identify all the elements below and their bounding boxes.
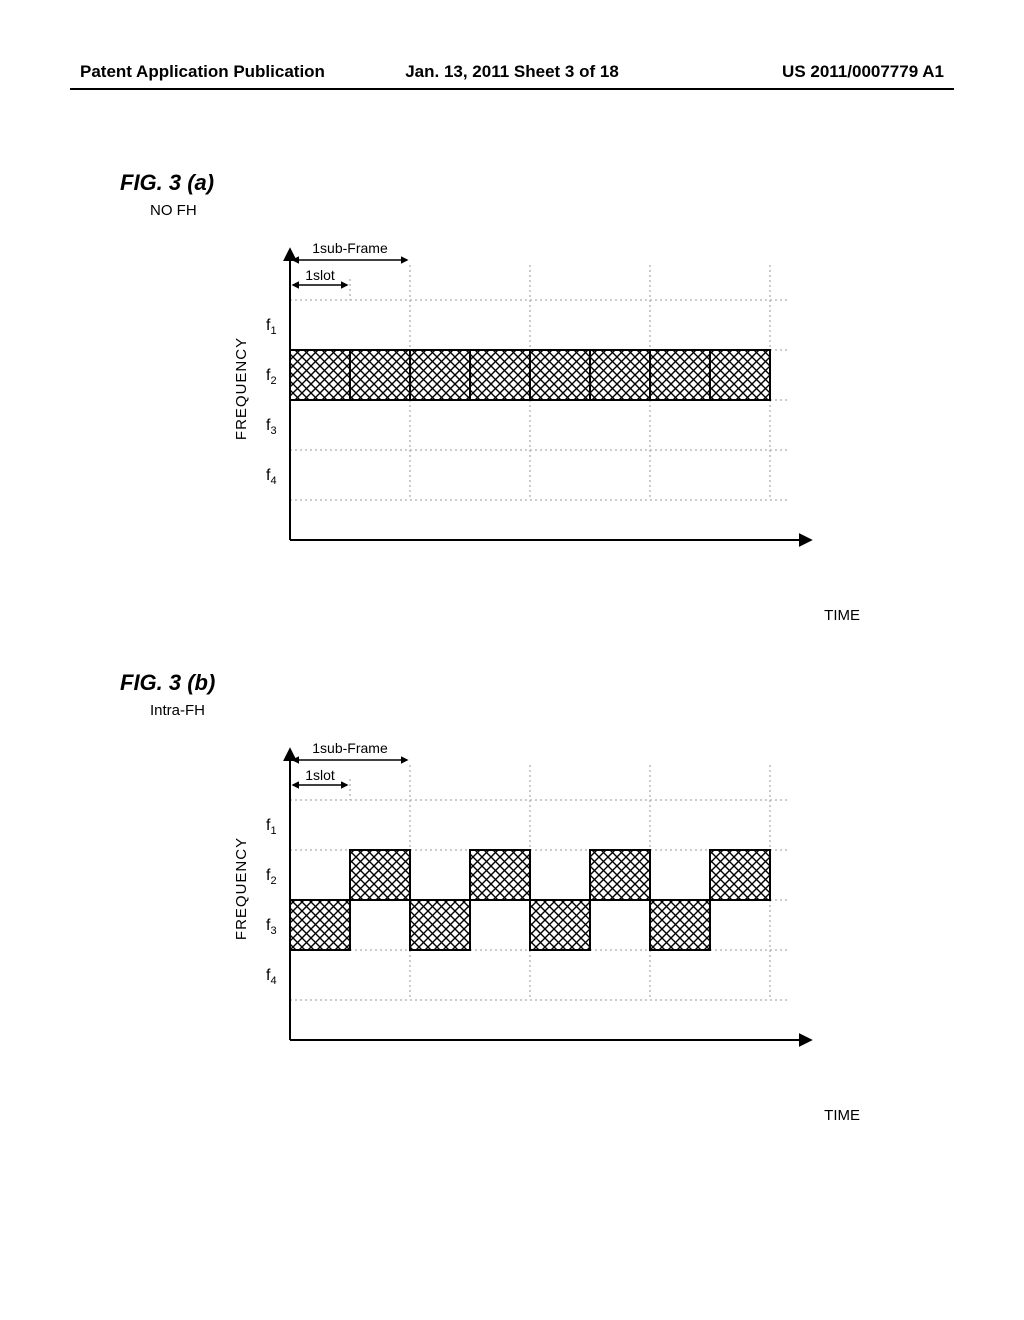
chart-3b: FREQUENCY TIME f1f2f3f41sub-Frame1slot bbox=[230, 740, 850, 1120]
svg-text:1slot: 1slot bbox=[305, 267, 335, 283]
svg-text:1sub-Frame: 1sub-Frame bbox=[312, 240, 388, 256]
svg-text:f3: f3 bbox=[266, 417, 277, 437]
figure-3a: FIG. 3 (a) NO FH FREQUENCY TIME f1f2f3f4… bbox=[130, 180, 870, 660]
figure-3b: FIG. 3 (b) Intra-FH FREQUENCY TIME f1f2f… bbox=[130, 680, 870, 1160]
chart-3b-svg: f1 f2 f3 f4 1sub-Frame 1slot bbox=[230, 740, 870, 1120]
svg-text:1slot: 1slot bbox=[305, 767, 335, 783]
svg-text:1sub-Frame: 1sub-Frame bbox=[312, 740, 388, 756]
svg-text:f3: f3 bbox=[266, 917, 277, 937]
figure-3a-subtitle: NO FH bbox=[150, 202, 197, 219]
header-center: Jan. 13, 2011 Sheet 3 of 18 bbox=[0, 62, 1024, 82]
chart-3a-svg: f1 f2 f3 f4 1sub-Frame 1slot bbox=[230, 240, 870, 620]
svg-text:f1: f1 bbox=[266, 317, 277, 337]
page-header: Patent Application Publication Jan. 13, … bbox=[0, 62, 1024, 82]
chart-3a: FREQUENCY TIME f1f2f3f41sub-Frame1slot bbox=[230, 240, 850, 620]
svg-text:f4: f4 bbox=[266, 967, 277, 987]
svg-text:f1: f1 bbox=[266, 817, 277, 837]
svg-text:f2: f2 bbox=[266, 367, 277, 387]
svg-text:f4: f4 bbox=[266, 467, 277, 487]
header-rule bbox=[70, 88, 954, 90]
figure-area: FIG. 3 (a) NO FH FREQUENCY TIME f1f2f3f4… bbox=[130, 180, 870, 1180]
figure-3b-title: FIG. 3 (b) bbox=[120, 670, 215, 696]
figure-3b-subtitle: Intra-FH bbox=[150, 702, 205, 719]
svg-text:f2: f2 bbox=[266, 867, 277, 887]
figure-3a-title: FIG. 3 (a) bbox=[120, 170, 214, 196]
